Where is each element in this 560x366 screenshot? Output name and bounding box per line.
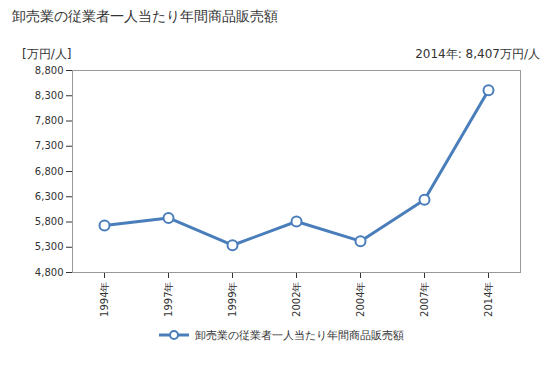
svg-text:1999年: 1999年 — [227, 282, 238, 317]
svg-text:4,800: 4,800 — [35, 267, 64, 278]
svg-text:5,800: 5,800 — [35, 216, 64, 227]
svg-text:7,300: 7,300 — [35, 140, 64, 151]
svg-text:2014年: 2014年 — [483, 282, 494, 317]
svg-text:2002年: 2002年 — [291, 282, 302, 317]
svg-text:7,800: 7,800 — [35, 115, 64, 126]
html-text:卸売業の従業者一人当たり年間商品販売額: 卸売業の従業者一人当たり年間商品販売額 — [194, 328, 404, 342]
svg-text:1997年: 1997年 — [163, 282, 174, 317]
svg-text:2004年: 2004年 — [355, 282, 366, 317]
svg-text:6,300: 6,300 — [35, 191, 64, 202]
html-text:2014年: 8,407万円/人: 2014年: 8,407万円/人 — [415, 47, 540, 61]
html-text:[万円/人]: [万円/人] — [22, 47, 72, 61]
svg-text:8,300: 8,300 — [35, 90, 64, 101]
svg-text:6,800: 6,800 — [35, 166, 64, 177]
svg-text:5,300: 5,300 — [35, 241, 64, 252]
svg-text:1994年: 1994年 — [99, 282, 110, 317]
svg-text:8,800: 8,800 — [35, 65, 64, 76]
svg-text:2007年: 2007年 — [419, 282, 430, 317]
html-text:卸売業の従業者一人当たり年間商品販売額: 卸売業の従業者一人当たり年間商品販売額 — [12, 8, 278, 24]
